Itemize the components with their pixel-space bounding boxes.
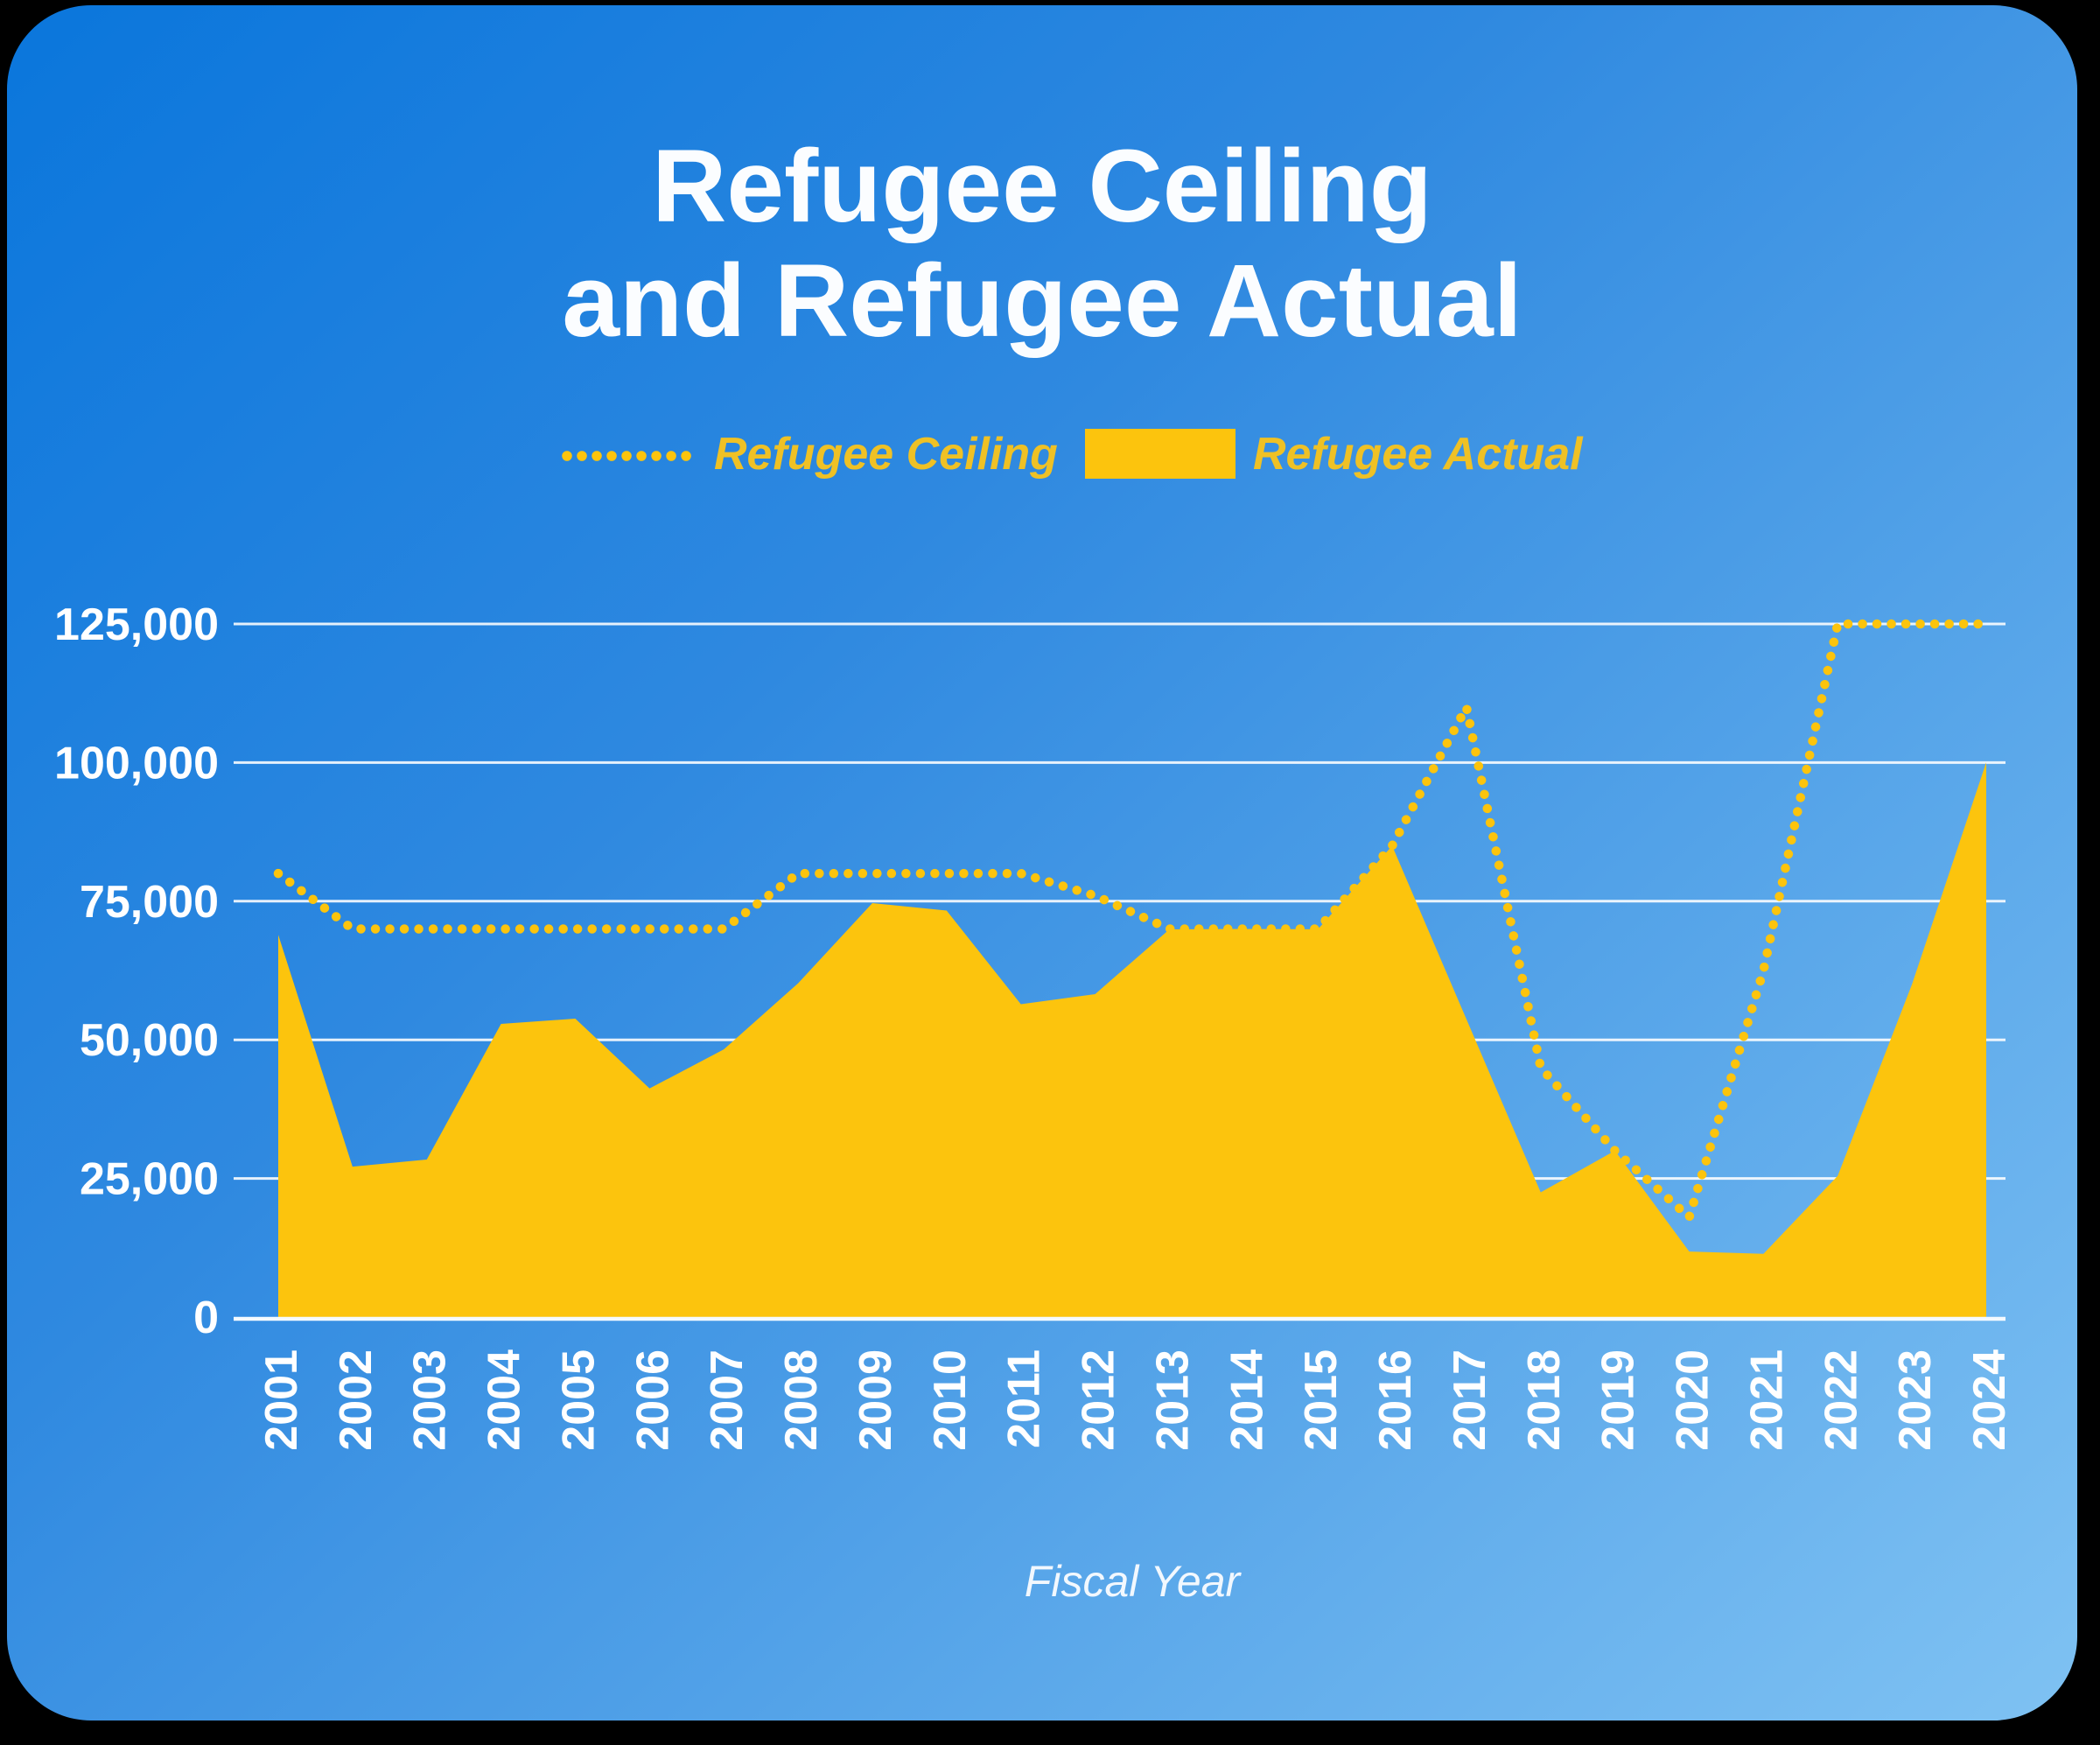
x-tick-label-2002: 2002 xyxy=(331,1349,382,1451)
refugee-ceiling-line xyxy=(273,619,1992,1223)
chart-title-line2: and Refugee Actual xyxy=(562,243,1522,359)
x-tick-label-2006: 2006 xyxy=(627,1349,678,1451)
chart-title-line1: Refugee Ceiling xyxy=(652,129,1432,244)
x-tick-label-2022: 2022 xyxy=(1816,1349,1866,1451)
x-tick-label-2008: 2008 xyxy=(776,1349,827,1451)
x-tick-label-2016: 2016 xyxy=(1370,1349,1421,1451)
x-tick-label-2007: 2007 xyxy=(702,1349,752,1451)
y-tick-label-50000: 50,000 xyxy=(80,1015,219,1066)
x-tick-label-2018: 2018 xyxy=(1519,1349,1570,1451)
x-tick-label-2003: 2003 xyxy=(405,1349,456,1451)
chart-card: 0 25,000 50,000 75,000 100,000 125,000 2001 200… xyxy=(7,5,2077,1720)
legend-label-ceiling: Refugee Ceiling xyxy=(714,429,1058,480)
x-axis-title: Fiscal Year xyxy=(1024,1557,1241,1606)
x-tick-label-2001: 2001 xyxy=(256,1349,307,1451)
x-tick-label-2023: 2023 xyxy=(1890,1349,1941,1451)
x-tick-label-2017: 2017 xyxy=(1445,1349,1495,1451)
x-tick-label-2019: 2019 xyxy=(1593,1349,1644,1451)
y-tick-label-0: 0 xyxy=(193,1293,219,1343)
chart-plot-area: 0 25,000 50,000 75,000 100,000 125,000 2001 200… xyxy=(54,599,2015,1451)
x-tick-label-2013: 2013 xyxy=(1147,1349,1198,1451)
x-tick-label-2005: 2005 xyxy=(553,1349,604,1451)
x-tick-label-2021: 2021 xyxy=(1741,1349,1792,1451)
legend-area-swatch xyxy=(1085,429,1236,479)
x-tick-label-2020: 2020 xyxy=(1668,1349,1718,1451)
x-tick-label-2004: 2004 xyxy=(480,1349,530,1451)
x-tick-label-2010: 2010 xyxy=(925,1349,976,1451)
x-tick-label-2011: 2011 xyxy=(999,1349,1050,1448)
refugee-actual-area xyxy=(278,762,1986,1317)
legend-label-actual: Refugee Actual xyxy=(1253,429,1583,480)
x-tick-label-2012: 2012 xyxy=(1074,1349,1124,1451)
x-tick-label-2015: 2015 xyxy=(1296,1349,1347,1451)
legend-dotted-line-swatch xyxy=(562,451,706,461)
y-tick-label-25000: 25,000 xyxy=(80,1154,219,1205)
chart-title: Refugee Ceiling and Refugee Actual xyxy=(7,130,2077,359)
x-tick-label-2009: 2009 xyxy=(850,1349,901,1451)
y-tick-label-100000: 100,000 xyxy=(54,738,219,788)
x-tick-label-2014: 2014 xyxy=(1222,1349,1272,1451)
y-tick-label-75000: 75,000 xyxy=(80,877,219,928)
y-tick-label-125000: 125,000 xyxy=(54,599,219,650)
x-tick-label-2024: 2024 xyxy=(1964,1349,2015,1451)
